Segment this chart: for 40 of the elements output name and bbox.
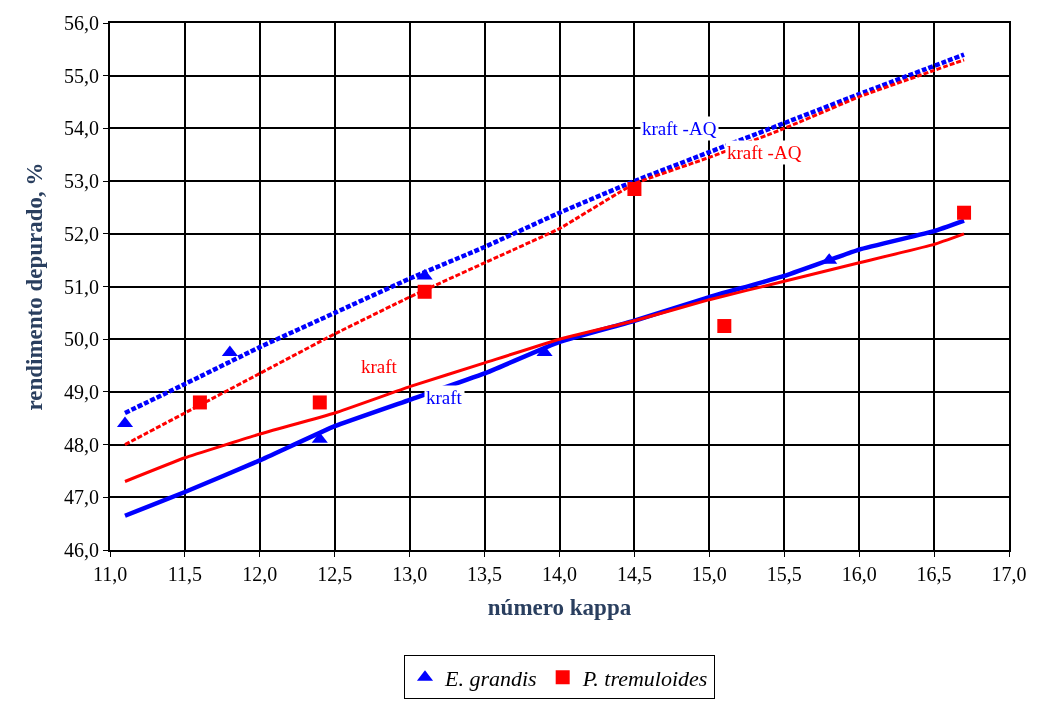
x-tick-label: 16,0 — [841, 563, 877, 585]
x-axis-title: número kappa — [487, 595, 632, 621]
y-tick-label: 51,0 — [64, 275, 99, 298]
x-tick-label: 14,0 — [542, 563, 577, 585]
legend-label: E. grandis — [444, 665, 537, 691]
series-label: kraft -AQ — [727, 142, 802, 163]
series-label: kraft — [361, 356, 398, 377]
line-series — [123, 232, 966, 483]
x-tick-label: 11,0 — [92, 563, 128, 585]
y-axis-title: rendimento depurado, % — [21, 162, 47, 411]
y-tick-label: 55,0 — [64, 64, 99, 87]
x-tick-label: 11,5 — [167, 563, 203, 585]
x-tick-label: 15,5 — [766, 563, 802, 585]
point — [192, 395, 207, 410]
x-tick-label: 12,0 — [242, 563, 278, 585]
series-label: kraft -AQ — [642, 118, 717, 139]
y-tick-label: 47,0 — [64, 486, 99, 509]
legend-label: P. tremuloides — [581, 665, 708, 691]
point — [957, 205, 972, 220]
x-tick-label: 14,5 — [616, 563, 652, 585]
point — [627, 182, 642, 197]
y-tick-label: 52,0 — [64, 222, 99, 245]
y-tick-label: 49,0 — [64, 380, 99, 403]
point — [312, 395, 327, 410]
x-tick-label: 16,5 — [916, 563, 952, 585]
x-tick-label: 13,5 — [467, 563, 503, 585]
point — [417, 284, 432, 299]
y-tick-label: 50,0 — [64, 328, 99, 351]
x-tick-label: 17,0 — [991, 563, 1027, 585]
point — [717, 319, 732, 334]
x-tick-label: 12,5 — [317, 563, 353, 585]
y-tick-label: 56,0 — [64, 12, 99, 34]
y-tick-label: 53,0 — [64, 170, 99, 193]
y-tick-label: 48,0 — [64, 433, 99, 456]
series-label: kraft — [426, 387, 463, 408]
point — [416, 268, 433, 280]
x-tick-label: 15,0 — [691, 563, 727, 585]
y-tick-label: 46,0 — [64, 539, 99, 561]
y-tick-label: 54,0 — [64, 117, 99, 140]
x-tick-label: 13,0 — [392, 563, 428, 585]
